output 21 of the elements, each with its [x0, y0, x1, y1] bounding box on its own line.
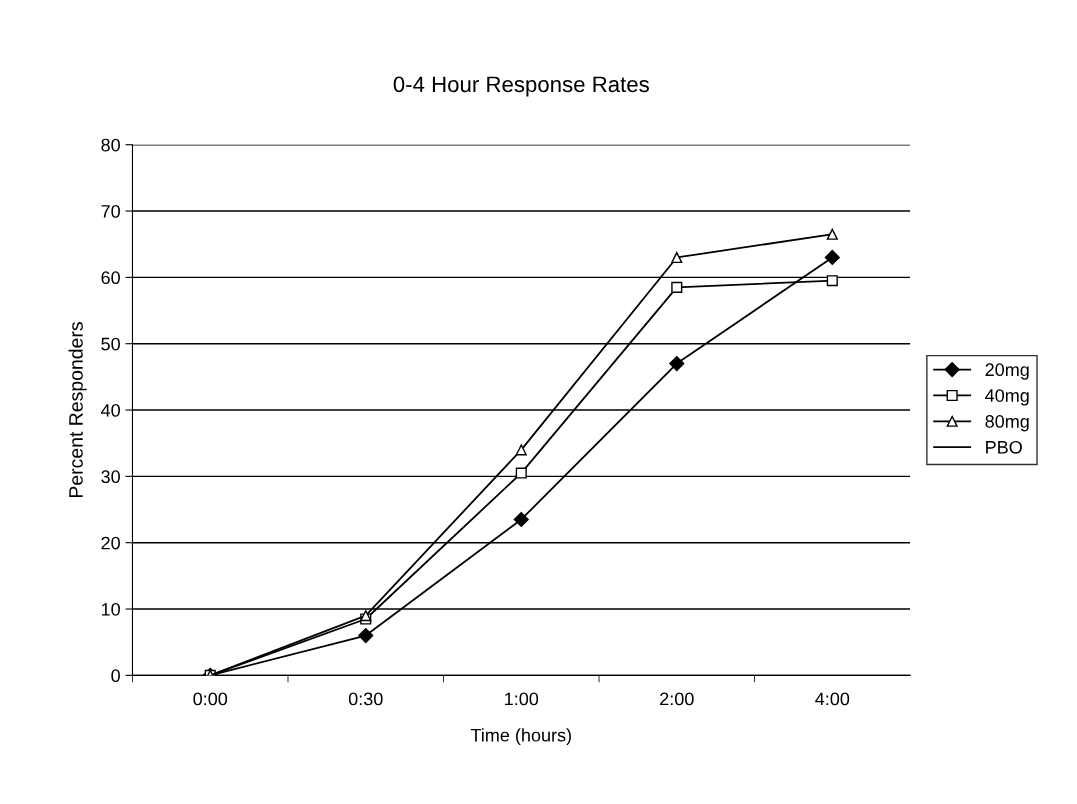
x-tick-label: 2:00: [660, 692, 694, 706]
x-axis-title: Time (hours): [470, 728, 571, 746]
x-tick-label: 0:00: [193, 692, 228, 706]
legend-label: 80mg: [985, 415, 1029, 432]
y-tick-label: 60: [101, 271, 120, 285]
x-tick-label: 0:30: [348, 692, 383, 706]
y-tick-label: 70: [101, 204, 120, 218]
legend-label: 40mg: [985, 389, 1029, 406]
y-tick-label: 20: [101, 536, 120, 550]
legend-label: 20mg: [985, 363, 1029, 380]
y-axis-title: Percent Responders: [68, 322, 87, 498]
legend-label: PBO: [986, 440, 1022, 454]
x-tick-label: 4:00: [815, 692, 850, 706]
y-tick-label: 50: [101, 337, 120, 351]
y-tick-label: 80: [101, 138, 120, 152]
x-tick-label: 1:00: [505, 692, 539, 706]
y-tick-label: 30: [101, 470, 120, 484]
y-tick-label: 10: [101, 602, 120, 616]
y-tick-label: 0: [111, 669, 120, 683]
y-tick-label: 40: [101, 403, 120, 417]
chart-title: 0-4 Hour Response Rates: [393, 76, 649, 97]
